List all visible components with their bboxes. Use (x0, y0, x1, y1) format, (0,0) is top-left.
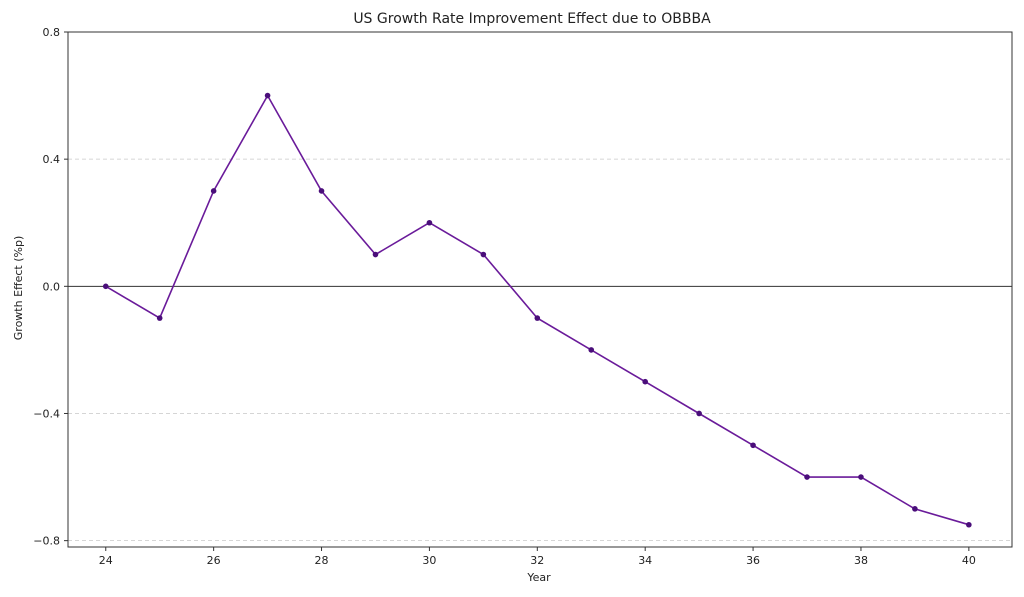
data-point (210, 188, 217, 194)
y-axis-ticks: 0.8 0.4 0.0 −0.4 −0.8 (33, 26, 68, 548)
data-point (264, 92, 271, 99)
data-point (426, 219, 433, 226)
data-point (102, 283, 109, 290)
data-point (156, 315, 163, 321)
x-axis-label: Year (526, 571, 551, 584)
x-tick-label: 30 (422, 554, 436, 567)
data-point (750, 442, 756, 449)
data-point (966, 521, 972, 528)
data-point (642, 378, 648, 385)
data-point (480, 251, 487, 258)
x-tick-label: 40 (962, 554, 976, 567)
x-tick-label: 38 (854, 554, 868, 567)
plot-frame (67, 31, 1013, 548)
data-point (696, 410, 702, 417)
data-point (912, 506, 918, 512)
y-tick-label: 0.8 (43, 26, 61, 39)
chart-title: US Growth Rate Improvement Effect due to… (353, 11, 711, 27)
data-point (534, 315, 541, 321)
data-point (588, 347, 595, 353)
data-points (102, 92, 972, 528)
x-tick-label: 24 (99, 554, 113, 567)
y-tick-label: 0.0 (43, 280, 61, 293)
data-point (804, 474, 810, 480)
x-tick-label: 26 (207, 554, 221, 567)
x-axis-ticks: 24 26 28 30 32 34 36 38 40 (99, 547, 976, 567)
y-tick-label: 0.4 (43, 153, 61, 166)
x-tick-label: 32 (530, 554, 544, 567)
y-tick-label: −0.4 (33, 407, 60, 420)
data-point (858, 474, 864, 480)
x-tick-label: 28 (315, 554, 329, 567)
x-tick-label: 36 (746, 554, 760, 567)
y-tick-label: −0.8 (33, 535, 60, 548)
data-point (318, 188, 325, 194)
x-tick-label: 34 (638, 554, 652, 567)
data-point (372, 251, 379, 258)
y-axis-label: Growth Effect (%p) (12, 236, 25, 340)
